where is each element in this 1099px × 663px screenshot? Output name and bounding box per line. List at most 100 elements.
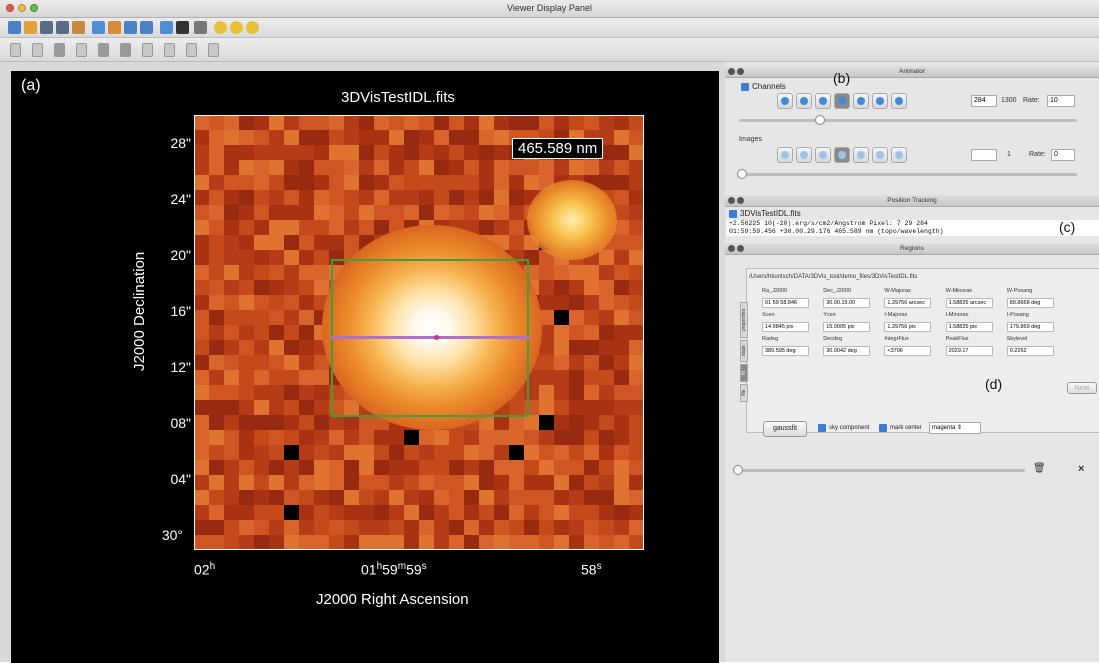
- pixel-cell: [464, 145, 479, 160]
- zoom-window-button[interactable]: [30, 4, 38, 12]
- pixel-cell: [194, 175, 209, 190]
- pixel-cell: [269, 445, 284, 460]
- channels-checkbox[interactable]: Channels: [741, 82, 786, 91]
- right-dock: Animator (b) Channels 284 1300 Rate: 10 …: [725, 62, 1099, 662]
- pixel-cell: [599, 175, 614, 190]
- mark-center-checkbox[interactable]: mark center: [879, 424, 922, 432]
- tracking-file-checkbox[interactable]: 3DVisTestIDL.fits: [729, 209, 801, 218]
- image-slider-handle[interactable]: [737, 169, 747, 179]
- image-to-start-button[interactable]: [777, 147, 793, 163]
- next-button[interactable]: Next: [1067, 382, 1097, 394]
- pixel-cell: [359, 145, 374, 160]
- zoom-out-icon[interactable]: [230, 21, 243, 34]
- image-play-forward-button[interactable]: [853, 147, 869, 163]
- histogram-icon[interactable]: [72, 21, 85, 34]
- stop-button[interactable]: [834, 93, 850, 109]
- regions-icon[interactable]: [92, 21, 105, 34]
- data-manager-icon[interactable]: [24, 21, 37, 34]
- minimize-window-button[interactable]: [18, 4, 26, 12]
- sky-component-checkbox[interactable]: sky component: [818, 424, 869, 432]
- tab-stats[interactable]: stats: [740, 340, 748, 362]
- pixel-cell: [374, 190, 389, 205]
- zoom-tool-icon[interactable]: [10, 43, 21, 57]
- tab-properties[interactable]: properties: [740, 302, 748, 338]
- region-slider-handle[interactable]: [733, 465, 743, 475]
- compass-icon[interactable]: [176, 21, 189, 34]
- title-bar: Viewer Display Panel: [0, 0, 1099, 18]
- image-rate-input[interactable]: 0: [1051, 149, 1075, 161]
- pixel-cell: [494, 220, 509, 235]
- float-panel-button[interactable]: [737, 68, 744, 75]
- gaussfit-button[interactable]: gaussfit: [763, 421, 807, 437]
- image-input[interactable]: [971, 149, 997, 161]
- close-icon[interactable]: ×: [1078, 463, 1085, 475]
- pixel-cell: [629, 115, 644, 130]
- ruler-tool-icon[interactable]: [186, 43, 197, 57]
- step-forward-button[interactable]: [872, 93, 888, 109]
- checkbox-checked-icon: [741, 82, 749, 91]
- polygon-tool-icon[interactable]: [142, 43, 153, 57]
- pixel-cell: [434, 160, 449, 175]
- save-icon[interactable]: [124, 21, 137, 34]
- rectangle-tool-icon[interactable]: [98, 43, 109, 57]
- tab-file[interactable]: file: [740, 384, 748, 402]
- play-forward-button[interactable]: [853, 93, 869, 109]
- adjust-icon[interactable]: [40, 21, 53, 34]
- fit-icon[interactable]: [160, 21, 173, 34]
- image-raster[interactable]: 465.589 nm: [194, 115, 644, 550]
- play-reverse-button[interactable]: [815, 93, 831, 109]
- pixel-cell: [464, 520, 479, 535]
- pixel-cell: [584, 385, 599, 400]
- close-window-button[interactable]: [6, 4, 14, 12]
- zoom-icon[interactable]: [56, 21, 69, 34]
- image-slider[interactable]: [739, 173, 1077, 176]
- channel-slider-handle[interactable]: [815, 115, 825, 125]
- open-icon[interactable]: [8, 21, 21, 34]
- point-tool-icon[interactable]: [208, 43, 219, 57]
- close-panel-button[interactable]: [728, 197, 735, 204]
- pixel-cell: [374, 535, 389, 550]
- pixel-cell: [224, 325, 239, 340]
- marker-color-select[interactable]: magenta ⇕: [929, 422, 981, 434]
- to-end-button[interactable]: [891, 93, 907, 109]
- channel-input[interactable]: 284: [971, 95, 997, 107]
- close-panel-button[interactable]: [728, 245, 735, 252]
- image-step-forward-button[interactable]: [872, 147, 888, 163]
- tab-fit[interactable]: fit: [740, 364, 748, 382]
- pixel-cell: [209, 355, 224, 370]
- pixel-cell: [239, 235, 254, 250]
- float-panel-button[interactable]: [737, 197, 744, 204]
- pan-tool-icon[interactable]: [32, 43, 43, 57]
- pixel-cell: [284, 415, 299, 430]
- preferences-icon[interactable]: [140, 21, 153, 34]
- zoom-fit-icon[interactable]: [246, 21, 259, 34]
- image-to-end-button[interactable]: [891, 147, 907, 163]
- zoom-in-icon[interactable]: [214, 21, 227, 34]
- channel-slider[interactable]: [739, 119, 1077, 122]
- polyline-tool-icon[interactable]: [164, 43, 175, 57]
- image-display-canvas[interactable]: (a) 3DVisTestIDL.fits 465.589 nm 28" 24"…: [11, 71, 719, 663]
- print-icon[interactable]: [194, 21, 207, 34]
- pixel-cell: [434, 505, 449, 520]
- pixel-cell: [509, 535, 524, 550]
- region-slider[interactable]: [735, 469, 1025, 472]
- float-panel-button[interactable]: [737, 245, 744, 252]
- annotation-icon[interactable]: [108, 21, 121, 34]
- pixel-cell: [389, 145, 404, 160]
- to-start-button[interactable]: [777, 93, 793, 109]
- pixel-cell: [194, 355, 209, 370]
- step-back-button[interactable]: [796, 93, 812, 109]
- close-panel-button[interactable]: [728, 68, 735, 75]
- image-step-back-button[interactable]: [796, 147, 812, 163]
- crosshair-tool-icon[interactable]: [54, 43, 65, 57]
- ellipse-tool-icon[interactable]: [120, 43, 131, 57]
- image-play-reverse-button[interactable]: [815, 147, 831, 163]
- pixel-cell: [239, 520, 254, 535]
- stats-tool-icon[interactable]: [76, 43, 87, 57]
- trash-icon[interactable]: 🗑: [1033, 463, 1046, 474]
- pixel-cell: [329, 235, 344, 250]
- rate-input[interactable]: 10: [1047, 95, 1075, 107]
- image-stop-button[interactable]: [834, 147, 850, 163]
- pixel-cell: [374, 160, 389, 175]
- pixel-cell: [614, 325, 629, 340]
